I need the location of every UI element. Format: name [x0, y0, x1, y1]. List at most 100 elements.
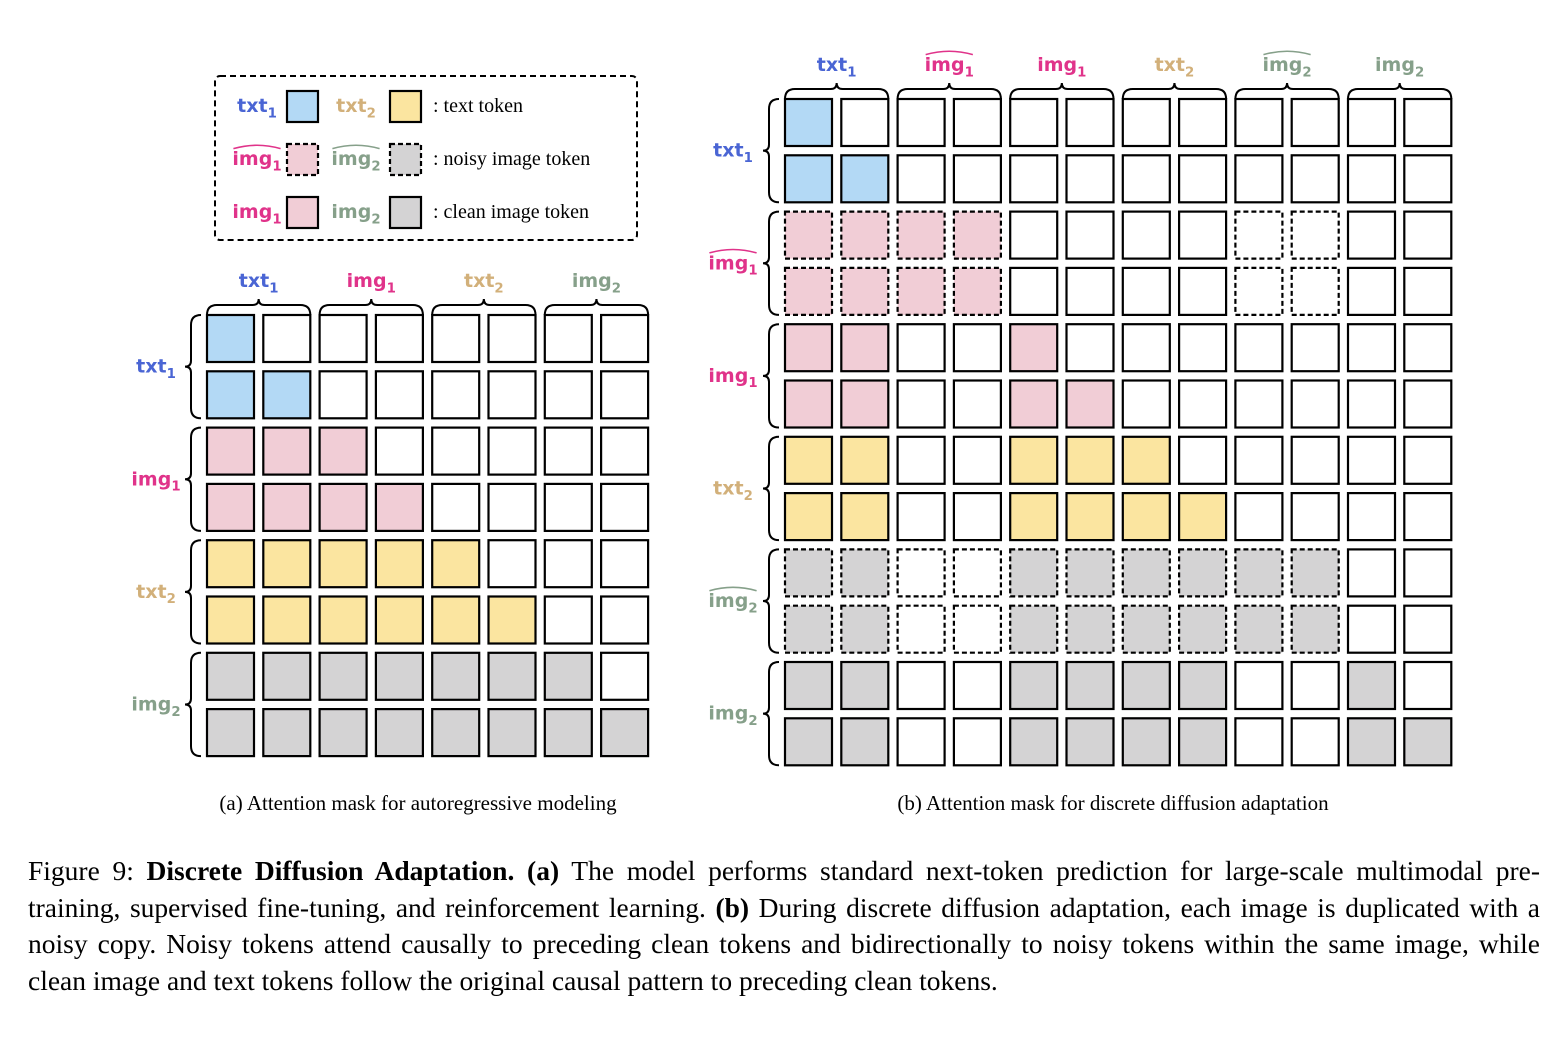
panel-a-cell-r7-c8	[599, 651, 650, 701]
panel-b-cell-r1-c2	[840, 97, 890, 148]
panel-b-row-brace-2	[762, 210, 780, 316]
panel-b-cell-r6-c11	[1346, 379, 1397, 429]
legend-frame	[214, 75, 638, 241]
panel-b-cell-r11-c12	[1403, 660, 1453, 711]
panel-b-cell-r12-c6	[1065, 717, 1115, 767]
panel-b-cell-r5-c10	[1290, 323, 1340, 373]
panel-b-cell-r11-c11	[1346, 660, 1397, 711]
panel-a-cell-r7-c6	[487, 651, 537, 701]
panel-a-cell-r6-c7	[543, 595, 593, 645]
panel-b-cell-r5-c5	[1009, 323, 1059, 373]
panel-b-cell-r7-c10	[1290, 435, 1340, 485]
panel-b-row-label-3: img1	[708, 365, 757, 391]
panel-b-cell-r5-c3	[896, 323, 946, 373]
panel-b-cell-r10-c7	[1121, 604, 1171, 654]
panel-b-cell-r6-c10	[1290, 379, 1340, 429]
panel-b-cell-r2-c11	[1346, 154, 1397, 204]
legend-row1-left-swatch	[285, 89, 320, 124]
legend-row3-desc: : clean image token	[433, 201, 589, 223]
panel-b-col-5-hat	[1263, 50, 1311, 56]
panel-b-cell-r6-c8	[1177, 379, 1228, 429]
panel-b-cell-r2-c10	[1290, 154, 1340, 204]
panel-b-cell-r8-c6	[1065, 492, 1115, 542]
panel-b-cell-r7-c5	[1009, 435, 1059, 485]
panel-a-cell-r1-c5	[431, 313, 481, 364]
panel-b-cell-r10-c11	[1346, 604, 1397, 654]
panel-b-cell-r11-c3	[896, 660, 946, 711]
panel-b-cell-r8-c10	[1290, 492, 1340, 542]
panel-b-cell-r1-c10	[1290, 97, 1340, 148]
panel-b-cell-r8-c2	[840, 492, 890, 542]
panel-b-cell-r3-c10	[1290, 210, 1340, 260]
panel-b-cell-r4-c9	[1234, 266, 1284, 316]
panel-b-row-2-hat	[709, 248, 757, 254]
panel-b-cell-r9-c5	[1009, 548, 1059, 598]
panel-a-cell-r8-c7	[543, 707, 593, 758]
panel-a-attention-mask: txt1 txt1 img1 img1 txt2 txt2 img2 img2	[131, 270, 650, 758]
panel-b-cell-r12-c7	[1121, 717, 1171, 767]
panel-a-cell-r3-c8	[599, 426, 650, 476]
panel-a-cell-r6-c5	[431, 595, 481, 645]
panel-b-cell-r3-c12	[1403, 210, 1453, 260]
panel-b-cell-r4-c7	[1121, 266, 1171, 316]
panel-b-cell-r4-c1	[783, 266, 834, 316]
panel-b-cell-r1-c5	[1009, 97, 1059, 148]
panel-b-cell-r11-c5	[1009, 660, 1059, 711]
panel-b-cell-r7-c12	[1403, 435, 1453, 485]
panel-b-cell-r8-c11	[1346, 492, 1397, 542]
panel-a-cell-r2-c5	[431, 370, 481, 420]
panel-b-cell-r10-c3	[896, 604, 946, 654]
panel-a-cell-r5-c4	[374, 539, 424, 589]
panel-a-cell-r8-c5	[431, 707, 481, 758]
panel-b-cell-r4-c6	[1065, 266, 1115, 316]
panel-b-cell-r7-c11	[1346, 435, 1397, 485]
panel-a-cell-r6-c1	[205, 595, 256, 645]
panel-a-cell-r6-c8	[599, 595, 650, 645]
panel-b-cell-r5-c12	[1403, 323, 1453, 373]
panel-b-col-label-4: txt2	[1155, 54, 1195, 80]
panel-b-cell-r1-c1	[783, 97, 834, 148]
panel-a-col-brace-1	[206, 298, 312, 316]
panel-a-row-brace-4	[184, 651, 202, 758]
panel-b-col-2-hat	[925, 50, 974, 56]
panel-b-cell-r2-c4	[952, 154, 1003, 204]
panel-b-cell-r12-c3	[896, 717, 946, 767]
panel-a-cell-r3-c3	[318, 426, 368, 476]
panel-a-cell-r6-c3	[318, 595, 368, 645]
panel-b-cell-r3-c11	[1346, 210, 1397, 260]
panel-b-row-label-6: img2	[708, 703, 757, 729]
panel-b-row-brace-1	[762, 98, 780, 204]
legend-row3-left-swatch	[285, 195, 320, 230]
panel-b-cell-r1-c7	[1121, 97, 1171, 148]
panel-a-cell-r4-c6	[487, 482, 537, 532]
panel-a-cell-r7-c5	[431, 651, 481, 701]
panel-a-cell-r6-c2	[262, 595, 312, 645]
panel-b-caption: (b) Attention mask for discrete diffusio…	[897, 791, 1329, 815]
panel-a-row-brace-1	[184, 314, 202, 420]
panel-a-cell-r8-c1	[205, 707, 256, 758]
panel-b-cell-r11-c6	[1065, 660, 1115, 711]
panel-b-cell-r1-c11	[1346, 97, 1397, 148]
panel-b-cell-r2-c12	[1403, 154, 1453, 204]
panel-a-row-label-1: txt1	[136, 356, 176, 382]
panel-b-cell-r2-c7	[1121, 154, 1171, 204]
legend-row2-desc: : noisy image token	[433, 148, 590, 170]
panel-b-col-label-2: img1	[925, 54, 974, 80]
panel-b-cell-r12-c2	[840, 717, 890, 767]
panel-b-cell-r3-c6	[1065, 210, 1115, 260]
panel-a-cell-r5-c1	[205, 539, 256, 589]
panel-b-cell-r1-c3	[896, 97, 946, 148]
panel-b-cell-r9-c8	[1177, 548, 1228, 598]
panel-a-cell-r3-c2	[262, 426, 312, 476]
panel-b-cell-r6-c1	[783, 379, 834, 429]
panel-b-col-label-1: txt1	[817, 54, 857, 80]
panel-a-cell-r2-c2	[262, 370, 312, 420]
panel-a-cell-r8-c4	[374, 707, 424, 758]
panel-a-cell-r2-c7	[543, 370, 593, 420]
panel-b-cell-r3-c7	[1121, 210, 1171, 260]
panel-b-cell-r4-c12	[1403, 266, 1453, 316]
panel-b-cell-r2-c3	[896, 154, 946, 204]
panel-b-cell-r2-c6	[1065, 154, 1115, 204]
panel-a-cell-r2-c6	[487, 370, 537, 420]
panel-b-cell-r3-c1	[783, 210, 834, 260]
